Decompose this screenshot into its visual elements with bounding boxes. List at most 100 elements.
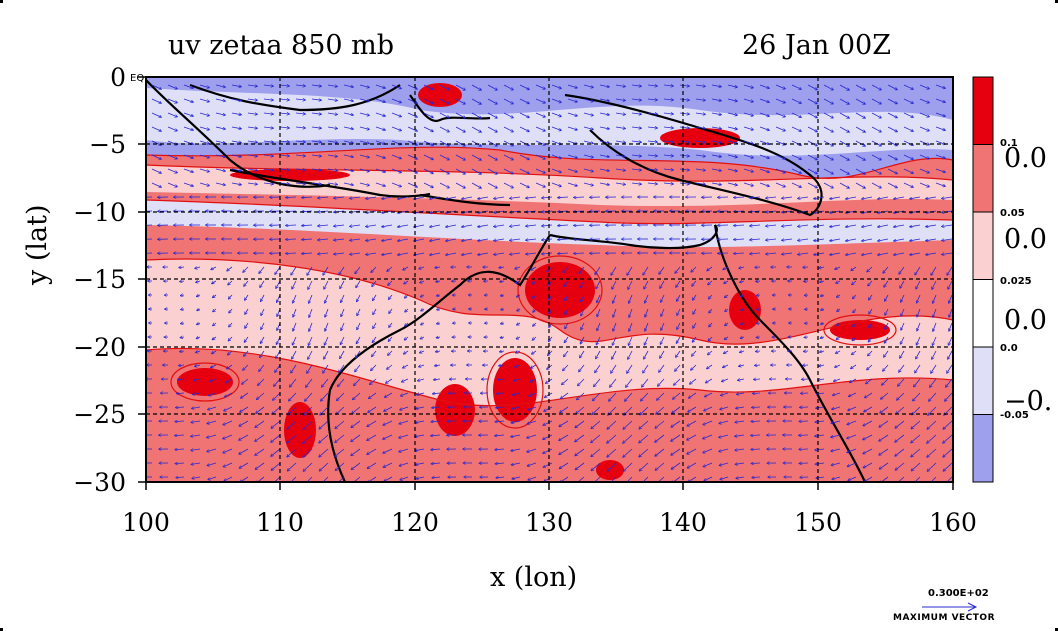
wind-vector <box>725 323 729 325</box>
wind-vector <box>695 141 705 142</box>
wind-vector <box>213 336 217 340</box>
wind-vector <box>612 280 617 289</box>
wind-vector <box>510 197 521 198</box>
wind-vector <box>727 154 737 157</box>
wind-vector <box>647 155 657 156</box>
wind-vector <box>343 182 353 185</box>
wind-vector <box>439 168 449 174</box>
colorbar <box>972 76 994 483</box>
wind-vector <box>419 365 425 367</box>
wind-vector <box>807 182 817 188</box>
wind-vector <box>435 365 441 366</box>
wind-vector <box>574 239 585 240</box>
wind-vector <box>820 281 825 282</box>
wind-vector <box>291 266 297 275</box>
wind-vector <box>739 267 745 268</box>
wind-vector <box>295 85 305 86</box>
wind-vector <box>359 84 369 87</box>
wind-vector <box>357 322 361 329</box>
wind-vector <box>309 336 313 345</box>
colorbar-segment <box>972 346 994 415</box>
wind-vector <box>727 84 737 87</box>
wind-vector <box>302 225 313 226</box>
wind-vector <box>631 99 641 100</box>
wind-vector <box>398 224 409 227</box>
wind-vector <box>837 295 841 297</box>
wind-vector <box>439 154 449 160</box>
wind-vector <box>743 84 753 88</box>
wind-vector <box>487 98 497 104</box>
wind-vector <box>901 336 905 344</box>
wind-vector <box>661 336 665 344</box>
wind-vector <box>462 196 473 199</box>
wind-vector <box>766 239 777 240</box>
wind-vector <box>830 224 841 227</box>
wind-vector <box>350 253 361 254</box>
wind-vector <box>691 266 697 272</box>
wind-vector <box>430 238 441 241</box>
max-vector-value: 0.300E+02 <box>928 588 989 599</box>
wind-vector <box>519 154 529 159</box>
wind-vector <box>247 99 257 100</box>
wind-vector <box>196 351 201 352</box>
wind-vector <box>583 84 593 87</box>
wind-vector <box>862 252 873 255</box>
wind-vector <box>629 336 633 345</box>
wind-vector <box>197 309 201 310</box>
wind-vector <box>814 252 825 255</box>
wind-vector <box>389 322 393 327</box>
wind-vector <box>679 169 689 170</box>
wind-vector <box>855 84 865 90</box>
wind-vector <box>423 182 433 187</box>
wind-vector <box>709 294 713 299</box>
wind-vector <box>471 154 481 160</box>
wind-vector <box>663 113 673 114</box>
wind-vector <box>263 155 273 156</box>
wind-vector <box>213 308 217 312</box>
wind-vector <box>151 112 161 117</box>
wind-vector <box>821 337 825 338</box>
wind-vector <box>180 351 185 352</box>
wind-vector <box>487 154 497 160</box>
wind-vector <box>782 225 793 226</box>
wind-vector <box>661 308 665 316</box>
wind-vector <box>692 280 697 286</box>
wind-vector <box>852 350 857 354</box>
wind-vector <box>339 266 345 274</box>
vorticity-cell <box>729 290 761 330</box>
wind-vector <box>597 336 601 344</box>
wind-vector <box>291 364 297 373</box>
wind-vector <box>199 168 209 172</box>
wind-vector <box>311 183 321 184</box>
wind-vector <box>821 295 825 296</box>
wind-vector <box>549 294 553 299</box>
wind-vector <box>823 98 833 104</box>
wind-vector <box>382 224 393 227</box>
wind-vector <box>935 140 945 144</box>
wind-vector <box>734 197 745 198</box>
wind-vector <box>894 224 905 227</box>
wind-vector <box>197 323 201 324</box>
wind-vector <box>324 350 329 359</box>
wind-vector <box>334 239 345 240</box>
wind-vector <box>583 154 593 157</box>
wind-vector <box>245 336 249 342</box>
wind-vector <box>215 182 225 185</box>
wind-vector <box>423 140 433 145</box>
wind-vector <box>420 281 425 283</box>
wind-vector <box>883 266 889 273</box>
wind-vector <box>839 126 849 132</box>
wind-vector <box>503 168 513 174</box>
wind-vector <box>167 98 177 103</box>
wind-vector <box>599 98 609 101</box>
wind-vector <box>711 182 721 185</box>
wind-vector <box>151 154 161 159</box>
wind-vector <box>580 280 585 288</box>
wind-vector <box>387 364 393 369</box>
wind-vector <box>311 99 321 100</box>
wind-vector <box>499 365 505 366</box>
wind-vector <box>935 126 945 130</box>
wind-vector <box>846 224 857 227</box>
wind-vector <box>398 238 409 241</box>
wind-vector <box>391 154 401 159</box>
